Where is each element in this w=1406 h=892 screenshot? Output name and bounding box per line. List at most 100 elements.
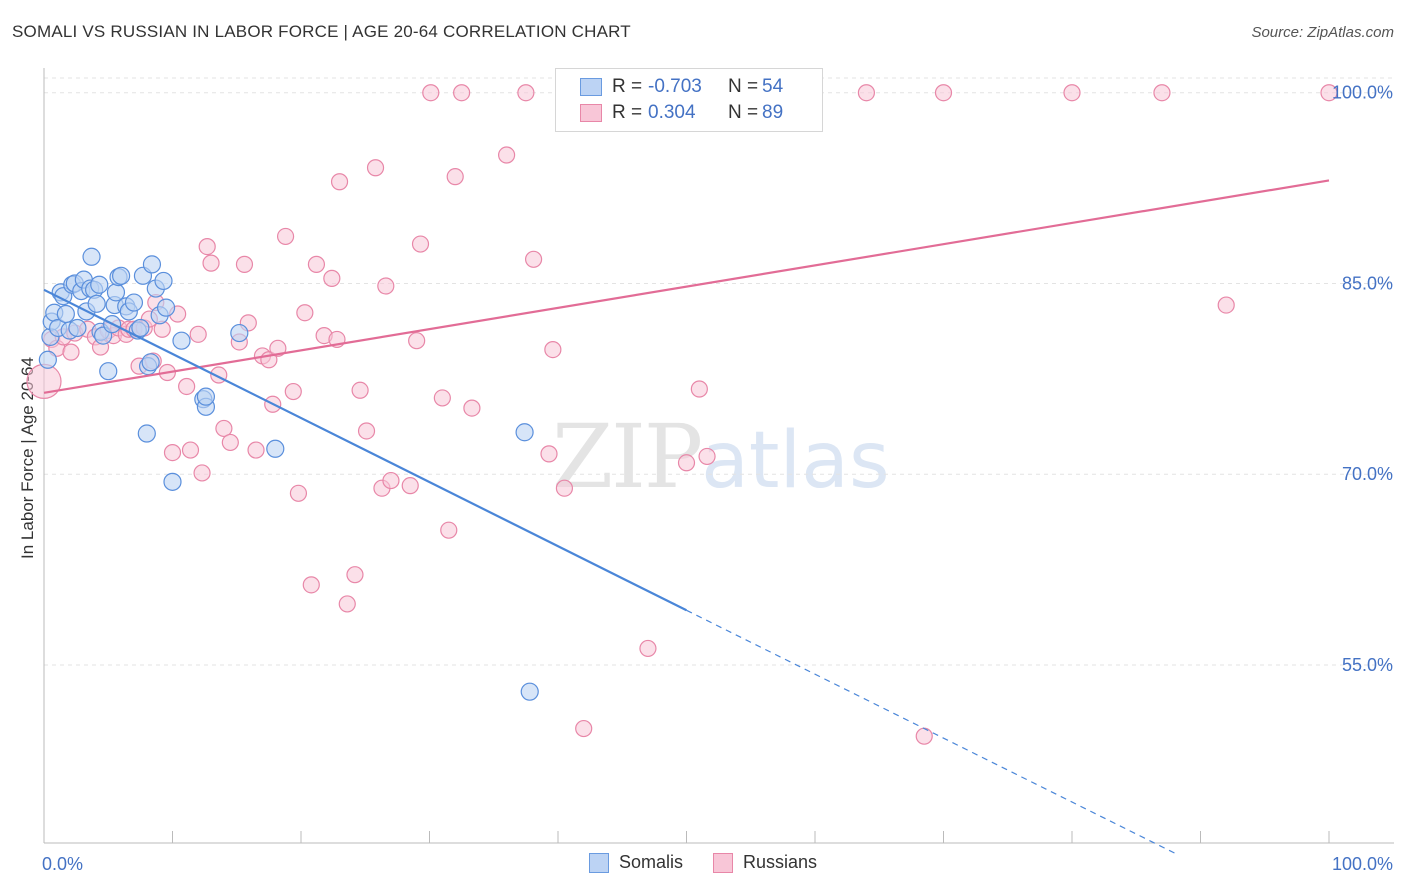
russians-point [296, 304, 314, 322]
somalis-point [124, 293, 144, 312]
russians-point [433, 389, 451, 407]
russians-point [284, 382, 302, 401]
russians-point [181, 441, 200, 459]
source-credit: Source: ZipAtlas.com [1251, 24, 1394, 41]
russians-point [639, 639, 657, 658]
russians-point [463, 399, 481, 417]
russians-point [698, 447, 716, 466]
russians-point [857, 84, 876, 102]
russians-point [215, 419, 233, 438]
russians-point [289, 484, 308, 502]
somalis-legend-swatch [588, 852, 609, 873]
russians-point [1153, 84, 1171, 102]
n-label: N = [728, 76, 759, 97]
russians-point [377, 277, 395, 295]
n-value: 89 [762, 102, 784, 123]
russians-point [440, 521, 458, 539]
russians-point [382, 471, 400, 490]
russians-point [163, 443, 182, 462]
russians-point [934, 84, 953, 102]
y-tick-label: 55.0% [1342, 655, 1393, 675]
russians-point [1063, 84, 1081, 102]
legend-item-russians[interactable]: Russians [713, 852, 817, 873]
russians-point [178, 377, 196, 396]
somalis-point [163, 472, 182, 491]
series-legend: Somalis Russians [0, 852, 1406, 873]
somalis-point [56, 304, 75, 324]
somalis-point [131, 318, 150, 338]
somalis-point [142, 255, 162, 274]
axes [43, 68, 1394, 844]
russians-point [346, 566, 364, 584]
russians-point [408, 332, 426, 350]
trend-lines [43, 179, 1330, 854]
russians-point [446, 168, 464, 186]
somalis-point [99, 362, 118, 381]
somalis-swatch [580, 78, 602, 96]
russians-point [422, 84, 440, 102]
russians-point [498, 146, 516, 164]
somalis-point [196, 387, 216, 406]
legend-row-somalis: R = -0.703 N = 54 [580, 75, 783, 99]
somalis-point [68, 318, 87, 338]
somalis-points [38, 247, 539, 701]
russians-point [401, 477, 419, 495]
somalis-point [141, 353, 160, 372]
russians-points [26, 84, 1338, 745]
russians-point [677, 454, 696, 472]
russians-point [198, 237, 216, 256]
russians-point [690, 380, 708, 398]
r-value: -0.703 [648, 76, 702, 97]
russians-point [62, 343, 80, 361]
somalis-point [106, 283, 126, 302]
somalis-point [38, 350, 57, 369]
russians-point [26, 363, 62, 399]
watermark: ZIPatlas [552, 405, 890, 508]
russians-point [1320, 84, 1338, 102]
russians-point [357, 422, 376, 440]
n-value: 54 [762, 76, 784, 97]
x-tick-label-min: 0.0% [42, 854, 83, 874]
russians-point [555, 479, 574, 497]
russians-trend-line [43, 179, 1330, 394]
russians-point [323, 269, 341, 287]
russians-point [575, 719, 593, 738]
russians-point [366, 159, 385, 177]
russians-point [302, 576, 320, 594]
russians-point [221, 433, 239, 452]
russians-point [307, 255, 326, 273]
n-label: N = [728, 102, 759, 123]
r-value: 0.304 [648, 102, 696, 123]
russians-point [330, 173, 349, 191]
somalis-point [111, 266, 131, 285]
russians-point [517, 84, 535, 102]
y-tick-label: 85.0% [1342, 273, 1393, 293]
legend-row-russians: R = 0.304 N = 89 [580, 101, 783, 125]
russians-point [247, 441, 265, 459]
russians-legend-swatch [713, 852, 733, 873]
somalis-point [90, 275, 109, 294]
somalis-point [156, 298, 176, 317]
grid-lines [44, 77, 1394, 666]
russians-point [193, 464, 211, 482]
somalis-point [154, 271, 173, 291]
somalis-point [230, 323, 249, 343]
russians-swatch [580, 104, 602, 122]
somalis-point [87, 294, 106, 313]
somalis-point [266, 439, 285, 458]
watermark-zip: ZIP [552, 405, 703, 508]
russians-point [202, 254, 220, 272]
chart-title: SOMALI VS RUSSIAN IN LABOR FORCE | AGE 2… [12, 22, 631, 41]
legend-item-somalis[interactable]: Somalis [588, 852, 683, 873]
russians-point [411, 235, 430, 253]
somalis-point [515, 423, 534, 442]
somalis-legend-label: Somalis [618, 852, 683, 872]
stats-legend: R = -0.703 N = 54 R = 0.304 N = 89 [555, 68, 823, 132]
somalis-point [172, 331, 191, 350]
russians-point [453, 84, 471, 102]
r-label: R = [612, 102, 643, 123]
somalis-point [137, 424, 156, 443]
russians-point [338, 595, 356, 613]
y-tick-label: 100.0% [1332, 83, 1393, 103]
